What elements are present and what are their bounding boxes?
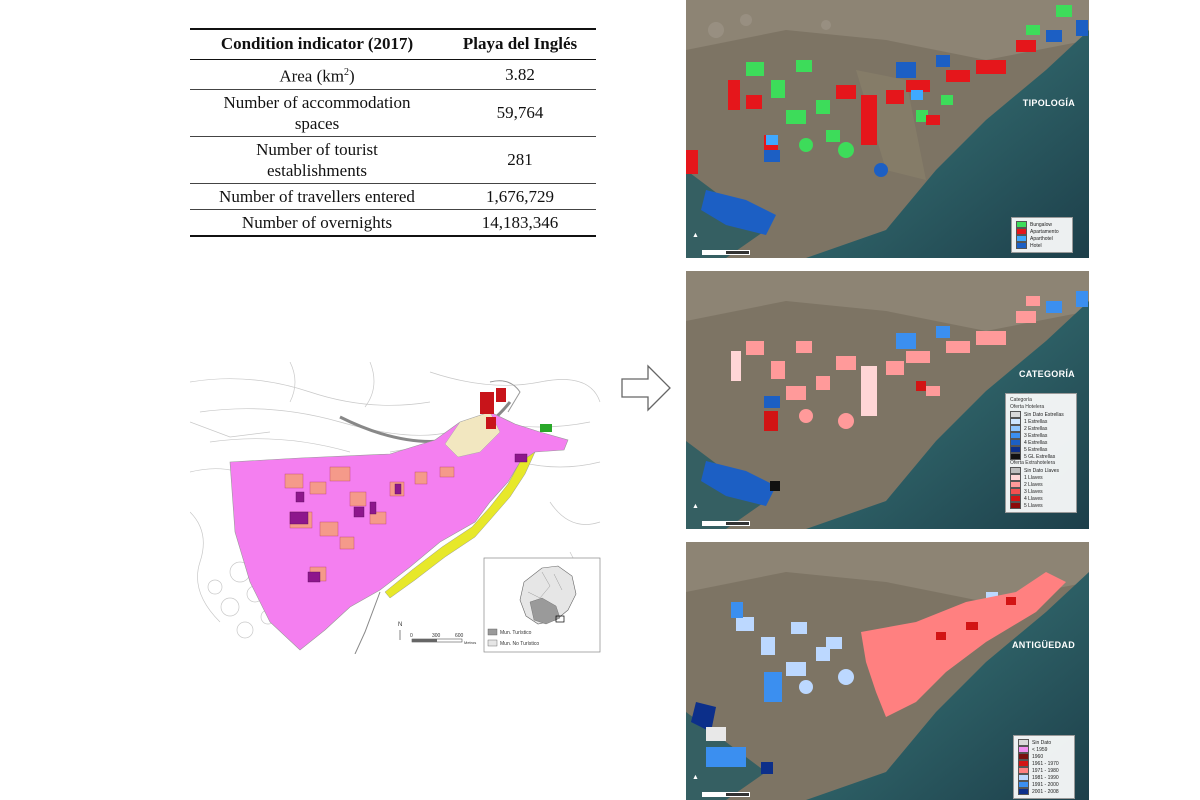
table-row: Number of overnights 14,183,346 — [190, 209, 596, 237]
legend-item: 2 Llaves — [1010, 481, 1072, 488]
legend-item: 1991 - 2000 — [1018, 781, 1070, 788]
map-legend: Bungalow Apartamento Aparthotel Hotel — [1011, 217, 1073, 253]
row-label: Number of travellers entered — [190, 183, 444, 210]
legend-item: 4 Llaves — [1010, 495, 1072, 502]
legend-item: 2001 - 2008 — [1018, 788, 1070, 795]
legend-item: Sin Dato Estrellas — [1010, 411, 1072, 418]
legend-header: Categoría — [1010, 397, 1032, 403]
arrow-right-icon — [621, 364, 671, 412]
scale-unit: Metros — [464, 640, 476, 645]
north-label: N — [398, 622, 402, 628]
table-header-row: Condition indicator (2017) Playa del Ing… — [190, 28, 596, 60]
scale-bar — [702, 792, 750, 797]
north-arrow-icon: ▲ — [692, 774, 699, 781]
legend-item: 1961 - 1970 — [1018, 760, 1070, 767]
row-value: 59,764 — [444, 89, 596, 137]
legend-item: 1960 — [1018, 753, 1070, 760]
header-place: Playa del Inglés — [444, 28, 596, 60]
legend-item: 2 Estrellas — [1010, 425, 1072, 432]
map-panel-antiguedad: ANTIGÜEDAD Sin Dato < 1959 1960 1961 - 1… — [686, 542, 1089, 800]
zone-blocks-antiguedad — [691, 572, 1066, 774]
scale-bar — [702, 250, 750, 255]
legend-item: 4 Estrellas — [1010, 439, 1072, 446]
table-row: Number of accommodation spaces 59,764 — [190, 89, 596, 137]
panel-title: CATEGORÍA — [1018, 369, 1075, 379]
table-row: Area (km2) 3.82 — [190, 59, 596, 90]
north-arrow-icon: ▲ — [692, 232, 699, 239]
scale-label-0: 0 — [410, 633, 413, 639]
legend-item: 1981 - 1990 — [1018, 774, 1070, 781]
legend-item: 5 Llaves — [1010, 502, 1072, 509]
row-value: 14,183,346 — [444, 209, 596, 237]
table-row: Number of travellers entered 1,676,729 — [190, 183, 596, 210]
legend-item: 1 Llaves — [1010, 474, 1072, 481]
legend-item: 1971 - 1980 — [1018, 767, 1070, 774]
row-label: Area (km2) — [190, 59, 444, 90]
inset-legend-label: Mun. Turístico — [500, 630, 532, 636]
table-row: Number of tourist establishments 281 — [190, 136, 596, 184]
row-label: Number of accommodation spaces — [190, 89, 444, 137]
row-value: 1,676,729 — [444, 183, 596, 210]
zone-blocks-categoria — [701, 291, 1088, 506]
map-panel-categoria: CATEGORÍA Categoría Oferta Hotelera Sin … — [686, 271, 1089, 529]
legend-header: Oferta Extrahotelera — [1010, 460, 1056, 466]
panel-title: TIPOLOGÍA — [1022, 98, 1075, 108]
row-value: 3.82 — [444, 59, 596, 90]
study-area-map: N 0 300 600 Metros Mun. Turístico Mun. N… — [190, 362, 603, 654]
row-label: Number of overnights — [190, 209, 444, 237]
inset-legend-label: Mun. No Turístico — [500, 641, 539, 647]
header-indicator: Condition indicator (2017) — [190, 28, 444, 60]
legend-header: Oferta Hotelera — [1010, 404, 1045, 410]
map-legend: Categoría Oferta Hotelera Sin Dato Estre… — [1005, 393, 1077, 513]
legend-item: Bungalow — [1016, 221, 1068, 228]
legend-item: Hotel — [1016, 242, 1068, 249]
legend-item: Sin Dato Llaves — [1010, 467, 1072, 474]
indicator-table: Condition indicator (2017) Playa del Ing… — [190, 28, 596, 237]
legend-item: 5 Estrellas — [1010, 446, 1072, 453]
legend-item: 5 GL Estrellas — [1010, 453, 1072, 460]
legend-item: < 1959 — [1018, 746, 1070, 753]
legend-item: Aparthotel — [1016, 235, 1068, 242]
legend-item: 3 Llaves — [1010, 488, 1072, 495]
row-label: Number of tourist establishments — [190, 136, 444, 184]
legend-item: 1 Estrellas — [1010, 418, 1072, 425]
map-panel-tipologia: TIPOLOGÍA Bungalow Apartamento Aparthote… — [686, 0, 1089, 258]
zone-blocks-tipologia — [686, 5, 1088, 235]
legend-item: 3 Estrellas — [1010, 432, 1072, 439]
map-legend: Sin Dato < 1959 1960 1961 - 1970 1971 - … — [1013, 735, 1075, 799]
panel-title: ANTIGÜEDAD — [1012, 640, 1075, 650]
scale-label-300: 300 — [432, 633, 441, 639]
north-arrow-icon: ▲ — [692, 503, 699, 510]
legend-item: Sin Dato — [1018, 739, 1070, 746]
row-value: 281 — [444, 136, 596, 184]
inset-map: Mun. Turístico Mun. No Turístico — [483, 557, 601, 653]
legend-item: Apartamento — [1016, 228, 1068, 235]
scale-label-600: 600 — [455, 633, 464, 639]
scale-bar — [702, 521, 750, 526]
